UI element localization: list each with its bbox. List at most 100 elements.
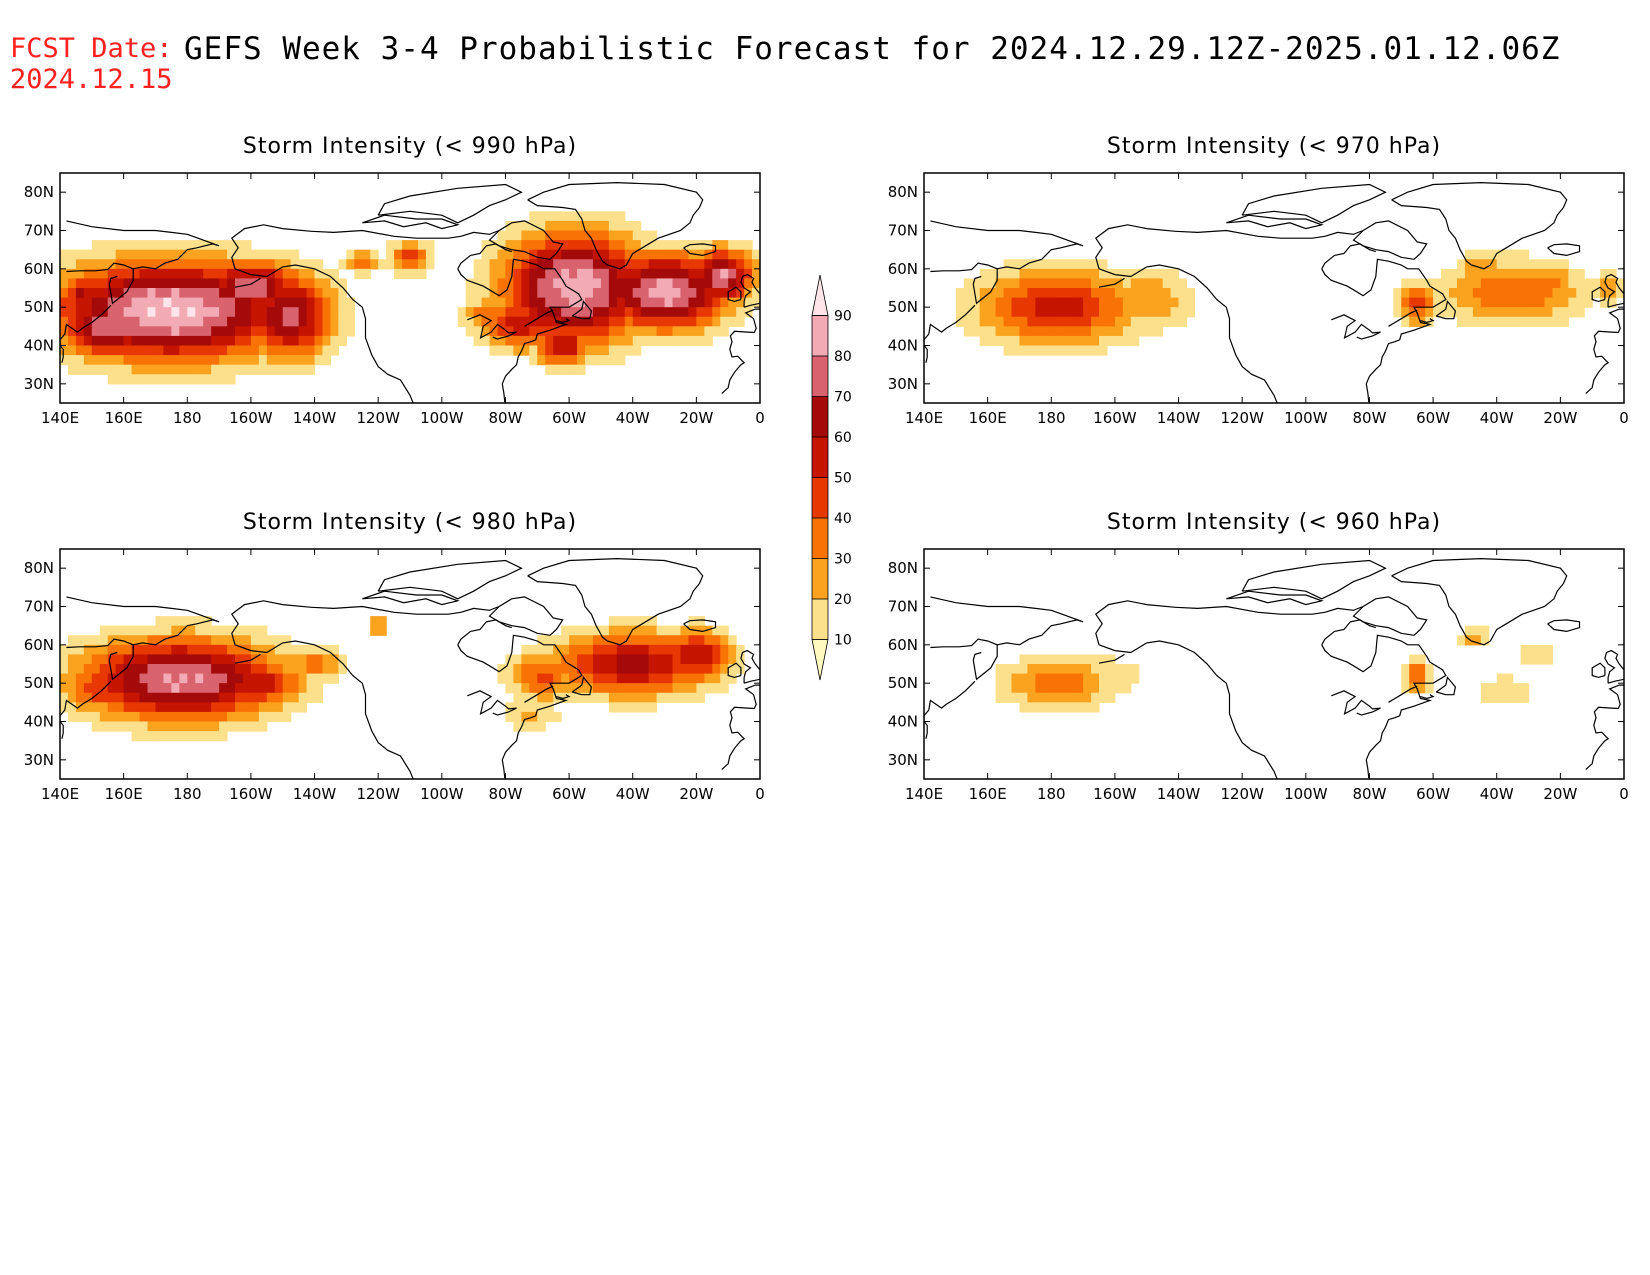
prob-cell [1051,345,1060,356]
prob-cell [67,345,77,356]
prob-cell [147,721,157,732]
prob-cell [624,664,634,675]
prob-cell [1568,278,1577,289]
prob-cell [1091,683,1100,694]
prob-cell [1130,297,1140,308]
prob-cell [219,364,228,375]
prob-cell [1075,702,1084,713]
prob-cell [1003,316,1013,327]
prob-cell [203,711,212,723]
prob-cell [274,307,284,318]
prob-cell [1114,664,1124,675]
prob-cell [187,278,196,289]
prob-cell [378,259,387,270]
prob-cell [1409,673,1418,684]
prob-cell [219,721,228,732]
prob-cell [1003,664,1013,675]
prob-cell [704,278,713,289]
prob-cell [513,240,522,251]
prob-cell [123,335,133,347]
prob-cell [410,240,419,251]
prob-cell [227,268,236,280]
prob-cell [274,335,284,347]
prob-cell [171,249,180,260]
prob-cell [91,278,101,289]
prob-cell [155,326,164,337]
prob-cell [585,654,594,665]
prob-cell [672,278,682,289]
prob-cell [465,278,475,289]
prob-cell [1035,673,1044,684]
prob-cell [163,664,172,675]
prob-cell [696,297,705,308]
prob-cell [1520,644,1530,656]
prob-cell [306,335,316,347]
prob-cell [656,249,666,260]
prob-cell [1504,673,1514,684]
prob-cell [1441,297,1450,308]
prob-cell [1051,692,1060,703]
prob-cell [672,664,682,675]
prob-cell [529,683,538,694]
prob-cell [481,316,491,327]
prob-cell [195,268,204,280]
prob-cell [155,249,164,260]
lat-label: 50N [888,298,918,316]
prob-cell [131,316,141,327]
prob-cell [1592,288,1601,299]
prob-cell [624,683,634,694]
prob-cell [1512,297,1522,308]
prob-cell [266,673,276,684]
prob-cell [521,664,530,675]
prob-cell [632,335,642,347]
prob-cell [338,664,347,675]
prob-cell [235,288,244,299]
prob-cell [250,345,260,356]
prob-cell [632,268,642,280]
prob-cell [219,240,228,251]
prob-cell [696,307,705,318]
prob-cell [1043,664,1052,675]
prob-cell [83,259,93,270]
prob-cell [107,355,117,366]
prob-cell [75,664,85,675]
prob-cell [569,345,578,356]
prob-cell [99,288,109,299]
prob-cell [696,673,705,684]
prob-cell [624,702,634,713]
prob-cell [513,220,522,232]
prob-cell [1186,288,1196,299]
prob-cell [91,326,101,337]
lon-label: 20W [1543,785,1577,803]
lon-label: 40W [616,409,650,427]
prob-cell [497,316,507,327]
prob-cell [139,664,149,675]
prob-cell [290,654,300,665]
prob-cell [704,326,713,337]
prob-cell [195,259,204,270]
prob-cell [203,731,212,742]
coastline [234,277,261,288]
lat-label: 40N [24,337,54,355]
coastlines [924,557,1624,779]
prob-cell [680,249,689,260]
prob-cell [585,297,594,308]
prob-cell [640,249,650,260]
prob-cell [282,673,292,684]
prob-cell [728,297,737,308]
prob-cell [600,692,610,703]
prob-cell [1011,683,1021,694]
prob-cell [163,635,172,646]
prob-cell [298,664,308,675]
prob-cell [752,278,760,289]
prob-cell [537,635,546,646]
prob-cell [1099,297,1108,308]
prob-cell [624,220,634,232]
prob-cell [1003,278,1013,289]
prob-cell [624,673,634,684]
prob-cell [211,721,220,732]
prob-cell [545,297,554,308]
prob-cell [640,268,650,280]
prob-cell [115,374,125,385]
prob-cell [99,278,109,289]
